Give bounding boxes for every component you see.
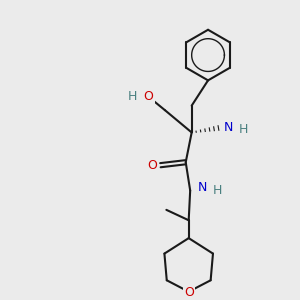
Text: O: O	[184, 286, 194, 299]
Text: N: N	[198, 181, 207, 194]
Text: H: H	[239, 123, 248, 136]
Text: O: O	[147, 159, 157, 172]
Text: H: H	[128, 90, 137, 103]
Text: O: O	[144, 90, 153, 103]
Text: H: H	[213, 184, 222, 197]
Text: N: N	[224, 122, 234, 134]
